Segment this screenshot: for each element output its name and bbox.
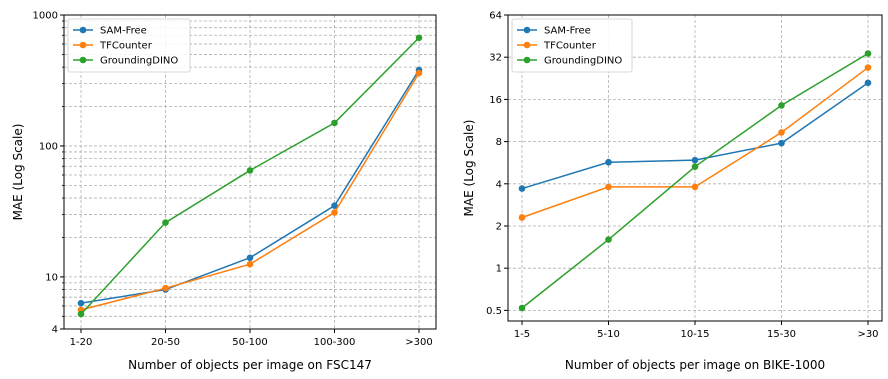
y-tick-label: 8	[496, 137, 502, 148]
data-point	[605, 183, 612, 191]
legend-label: TFCounter	[99, 41, 153, 52]
data-point	[518, 304, 526, 312]
legend-marker	[523, 41, 531, 49]
x-tick-label: >300	[405, 337, 432, 348]
data-point	[331, 209, 338, 216]
legend-marker	[79, 26, 87, 34]
data-point	[246, 167, 254, 174]
x-tick-label: 1-5	[514, 329, 530, 340]
data-point	[518, 185, 526, 192]
data-point	[331, 202, 338, 209]
y-tick-label: 64	[489, 11, 502, 22]
grid	[64, 15, 436, 329]
x-axis-label: Number of objects per image on FSC147	[128, 358, 372, 372]
data-point	[246, 254, 254, 262]
data-point	[162, 284, 169, 292]
legend-marker	[79, 41, 87, 49]
series-sam-free	[518, 79, 872, 192]
x-tick-label: 10-15	[680, 329, 709, 340]
y-tick-label: 4	[496, 179, 502, 190]
legend: SAM-Free TFCounter GroundingDINO	[511, 18, 633, 73]
x-tick-label: 100-300	[314, 337, 356, 348]
legend: SAM-Free TFCounter GroundingDINO	[67, 18, 191, 73]
y-tick-label: 2	[496, 221, 502, 232]
x-axis-label: Number of objects per image on BIKE-1000	[565, 358, 825, 372]
legend-box	[67, 18, 191, 73]
data-point	[331, 119, 338, 127]
x-tick-label: 1-20	[70, 337, 93, 348]
data-point	[864, 79, 872, 87]
y-tick-label: 32	[489, 53, 502, 64]
legend-label: GroundingDINO	[544, 56, 622, 67]
y-tick-label: 1	[496, 264, 502, 275]
chart-1: 4 10 100 1000 1-20 20-50 50-100 100-300 >300 Numb…	[11, 11, 437, 372]
legend-box	[511, 18, 633, 73]
series-tfcounter	[518, 64, 872, 221]
data-point	[518, 214, 526, 221]
data-point	[77, 310, 85, 318]
data-point	[415, 34, 423, 42]
chart-2: 0.5 1 2 4 8 16 32 64 1-5 5-10 10-15 15-30 >30 Number …	[462, 11, 883, 372]
data-point	[778, 129, 785, 136]
series-groundingdino	[518, 50, 872, 312]
data-point	[778, 139, 785, 147]
legend-marker	[523, 26, 531, 34]
legend-label: GroundingDINO	[100, 56, 178, 67]
data-point	[246, 260, 254, 268]
y-tick-label: 1000	[33, 11, 58, 22]
y-axis-label: MAE (Log Scale)	[11, 124, 25, 221]
data-point	[691, 156, 699, 164]
series-groundingdino	[77, 34, 423, 318]
data-point	[864, 64, 872, 71]
data-point	[77, 299, 85, 307]
legend-marker	[79, 56, 87, 64]
data-point	[864, 50, 872, 57]
y-tick-label: 100	[39, 141, 58, 152]
legend-label: SAM-Free	[100, 26, 147, 37]
legend-label: SAM-Free	[544, 26, 591, 37]
y-axis-label: MAE (Log Scale)	[462, 120, 476, 217]
x-tick-label: >30	[857, 329, 878, 340]
data-point	[691, 163, 699, 170]
data-point	[162, 219, 169, 226]
y-tick-label: 4	[52, 325, 58, 336]
y-tick-label: 0.5	[486, 306, 502, 317]
x-tick-label: 50-100	[232, 337, 267, 348]
y-tick-label: 10	[45, 272, 58, 283]
x-tick-label: 20-50	[151, 337, 180, 348]
data-point	[605, 236, 612, 243]
data-point	[691, 183, 699, 191]
data-point	[778, 102, 785, 109]
x-tick-label: 5-10	[597, 329, 620, 340]
x-tick-label: 15-30	[767, 329, 796, 340]
data-point	[605, 158, 612, 166]
y-tick-label: 16	[489, 95, 502, 106]
legend-marker	[523, 56, 531, 64]
legend-label: TFCounter	[543, 41, 597, 52]
data-point	[415, 69, 423, 77]
